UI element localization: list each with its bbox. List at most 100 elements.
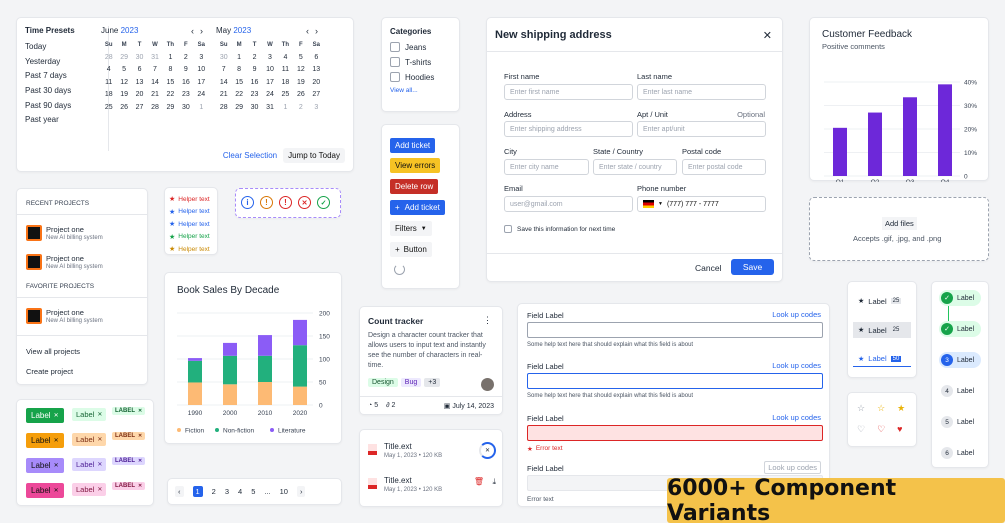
cancel-upload-icon[interactable]: ✕: [479, 442, 496, 459]
close-icon[interactable]: ✕: [138, 458, 143, 464]
close-icon[interactable]: ✕: [138, 483, 143, 489]
calendar-day[interactable]: 13: [312, 66, 321, 73]
calendar-day[interactable]: 14: [151, 78, 159, 86]
checkbox-hoodies[interactable]: Hoodies: [390, 72, 459, 82]
page-number[interactable]: 5: [251, 487, 256, 496]
star-outline-icon[interactable]: ☆: [877, 403, 886, 413]
calendar-day[interactable]: 22: [235, 91, 244, 98]
calendar-day[interactable]: 8: [237, 66, 242, 73]
lookup-codes-link[interactable]: Look up codes: [764, 461, 821, 474]
apt-input[interactable]: Enter apt/unit: [637, 121, 766, 137]
tag-soft[interactable]: Label ✕: [72, 408, 107, 421]
checkbox-tshirts[interactable]: T-shirts: [390, 57, 459, 67]
calendar-day[interactable]: 15: [235, 78, 244, 86]
calendar-day[interactable]: 17: [266, 78, 274, 86]
page-number[interactable]: 10: [279, 487, 288, 496]
calendar-day[interactable]: 31: [266, 103, 274, 111]
calendar-day[interactable]: 1: [237, 53, 242, 61]
prev-page-icon[interactable]: ‹: [175, 486, 184, 497]
delete-row-button[interactable]: Delete row: [390, 179, 439, 194]
calendar-day[interactable]: 1: [199, 103, 204, 111]
calendar-day[interactable]: 1: [283, 103, 288, 111]
calendar-day[interactable]: 26: [120, 103, 129, 111]
tab-item[interactable]: ★ Label 25: [853, 322, 911, 338]
calendar-day[interactable]: 19: [120, 91, 129, 98]
calendar-day[interactable]: 17: [197, 78, 206, 86]
tag-caps[interactable]: LABEL ✕: [112, 457, 146, 465]
heart-outline-icon[interactable]: ♡: [857, 424, 866, 434]
calendar-day[interactable]: 12: [120, 78, 129, 86]
tag-solid[interactable]: Label ✕: [26, 408, 64, 423]
step-complete[interactable]: ✓ Label: [939, 290, 981, 306]
page-number[interactable]: 3: [224, 487, 230, 496]
star-filled-icon[interactable]: ★: [897, 403, 906, 413]
checkbox[interactable]: [390, 57, 400, 67]
add-files-button[interactable]: Add files: [882, 217, 917, 230]
calendar-day[interactable]: 5: [298, 53, 303, 61]
tag-caps[interactable]: LABEL ✕: [112, 432, 146, 440]
tag-soft[interactable]: Label ✕: [72, 433, 107, 446]
calendar-day[interactable]: 7: [153, 66, 157, 73]
preset-year[interactable]: Past year: [25, 115, 59, 125]
calendar-day[interactable]: 27: [312, 91, 321, 98]
calendar-day[interactable]: 7: [221, 66, 226, 73]
calendar-day[interactable]: 30: [250, 103, 259, 111]
page-number[interactable]: 1: [192, 486, 203, 497]
address-input[interactable]: Enter shipping address: [504, 121, 633, 137]
step-item[interactable]: 5 Label: [939, 414, 981, 430]
tag-solid[interactable]: Label ✕: [26, 433, 64, 448]
close-icon[interactable]: ✕: [97, 462, 103, 468]
calendar-day[interactable]: 19: [296, 78, 305, 86]
more-icon[interactable]: ⋮: [483, 315, 492, 325]
text-field[interactable]: [527, 425, 823, 441]
calendar-day[interactable]: 29: [166, 103, 175, 111]
calendar-day[interactable]: 2: [298, 103, 303, 111]
text-field[interactable]: [527, 322, 823, 338]
next-page-icon[interactable]: ›: [296, 486, 306, 497]
calendar-day[interactable]: 18: [281, 78, 290, 86]
calendar-day[interactable]: 29: [235, 103, 244, 111]
jump-today-button[interactable]: Jump to Today: [283, 148, 345, 163]
calendar-day[interactable]: 28: [219, 103, 228, 111]
tab-item[interactable]: ★ Label 25: [853, 293, 911, 309]
calendar-day[interactable]: 11: [281, 66, 290, 73]
calendar-day[interactable]: 28: [151, 103, 159, 111]
calendar-day[interactable]: 25: [281, 91, 290, 98]
calendar-day[interactable]: 26: [296, 91, 305, 98]
checkbox[interactable]: [390, 72, 400, 82]
calendar-day[interactable]: 3: [199, 53, 204, 61]
calendar-day[interactable]: 12: [296, 66, 305, 73]
calendar-day[interactable]: 2: [252, 53, 257, 61]
calendar-day[interactable]: 22: [166, 91, 175, 98]
text-field[interactable]: [527, 373, 823, 389]
step-item[interactable]: 6 Label: [939, 445, 981, 461]
view-errors-button[interactable]: View errors: [390, 158, 441, 173]
calendar-day[interactable]: 21: [219, 91, 228, 98]
tag-solid[interactable]: Label ✕: [26, 458, 64, 473]
heart-filled-icon[interactable]: ♥: [897, 424, 903, 434]
calendar-day[interactable]: 8: [168, 66, 173, 73]
calendar-day[interactable]: 9: [183, 66, 188, 73]
calendar-day[interactable]: 18: [104, 91, 113, 98]
step-item[interactable]: 4 Label: [939, 383, 981, 399]
close-icon[interactable]: ✕: [53, 438, 59, 444]
preset-yesterday[interactable]: Yesterday: [25, 56, 61, 66]
save-info-checkbox[interactable]: Save this information for next time: [504, 225, 615, 233]
state-input[interactable]: Enter state / country: [593, 159, 677, 175]
calendar-day[interactable]: 14: [219, 78, 228, 86]
calendar-day[interactable]: 31: [151, 53, 159, 61]
filters-button[interactable]: Filters ▼: [390, 221, 432, 236]
calendar-day[interactable]: 13: [135, 78, 144, 86]
calendar-day[interactable]: 30: [219, 53, 228, 61]
close-icon[interactable]: ✕: [762, 30, 772, 42]
month-year[interactable]: 2023: [120, 26, 139, 35]
calendar-day[interactable]: 25: [104, 103, 113, 111]
add-ticket-plus-button[interactable]: + Add ticket: [390, 200, 445, 215]
calendar-day[interactable]: 16: [250, 78, 259, 86]
lookup-codes-link[interactable]: Look up codes: [772, 413, 821, 422]
preset-7d[interactable]: Past 7 days: [25, 71, 67, 81]
tag-caps[interactable]: LABEL ✕: [112, 482, 146, 490]
month-nav-icon[interactable]: ‹›: [306, 26, 324, 36]
month-year[interactable]: 2023: [233, 26, 252, 35]
download-icon[interactable]: ⤓: [492, 477, 496, 486]
